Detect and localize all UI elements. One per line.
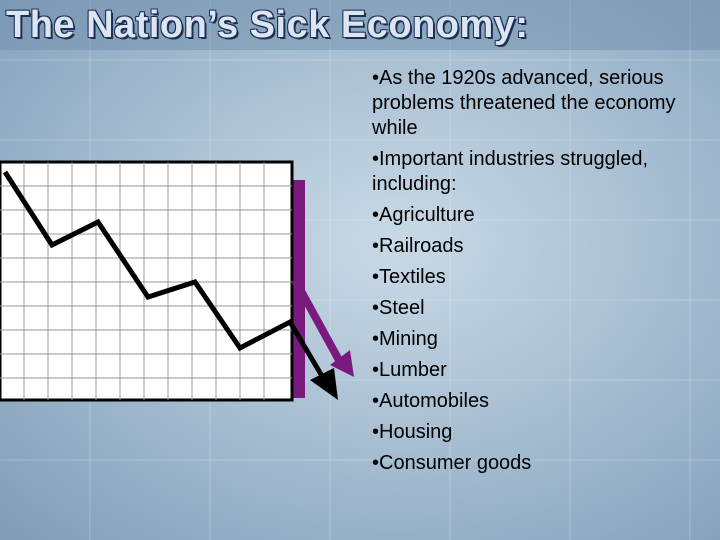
bullet-item: •Mining: [372, 328, 438, 350]
chart-icon: [0, 160, 354, 402]
bullet-item: •As the 1920s advanced, serious problems…: [372, 67, 676, 139]
bullet-item: •Lumber: [372, 359, 447, 381]
bullet-list: •As the 1920s advanced, serious problems…: [372, 66, 718, 482]
bullet-item: •Consumer goods: [372, 452, 532, 474]
bullet-item: •Agriculture: [372, 204, 475, 226]
bullet-item: •Railroads: [372, 235, 464, 257]
bullet-item: •Steel: [372, 297, 425, 319]
slide-title: The Nation’s Sick Economy:: [6, 4, 529, 46]
bullet-item: •Automobiles: [372, 390, 490, 412]
bullet-item: •Textiles: [372, 266, 446, 288]
bullet-item: •Housing: [372, 421, 453, 443]
bullet-item: •Important industries struggled, includi…: [372, 148, 649, 195]
